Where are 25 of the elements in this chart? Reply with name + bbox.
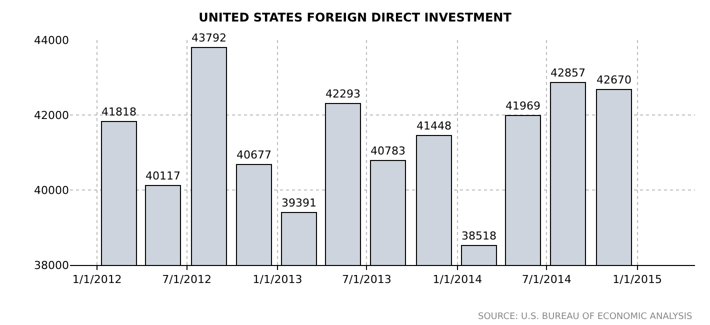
data-label: 41818 <box>102 106 136 118</box>
data-label: 41969 <box>506 100 540 112</box>
data-label: 42857 <box>550 66 586 80</box>
data-label: 42670 <box>596 74 632 86</box>
chart-title: UNITED STATES FOREIGN DIRECT INVESTMENT <box>198 10 512 24</box>
data-label: 38518 <box>462 230 496 242</box>
data-label: 42293 <box>326 88 360 100</box>
x-tick-label: 1/1/2012 <box>72 273 122 286</box>
data-label: 43792 <box>192 32 226 44</box>
y-tick-label: 44000 <box>34 34 69 47</box>
data-label: 40117 <box>146 170 180 182</box>
x-tick-label: 7/1/2012 <box>162 273 212 286</box>
x-tick-label: 7/1/2013 <box>342 273 392 286</box>
y-tick-label: 38000 <box>34 258 69 272</box>
data-label: 40677 <box>236 148 272 162</box>
y-tick-label: 42000 <box>34 108 69 122</box>
x-tick-label: 1/1/2014 <box>432 273 482 286</box>
data-label: 41448 <box>416 120 452 132</box>
data-label: 40783 <box>370 144 406 158</box>
x-tick-label: 1/1/2013 <box>252 273 302 286</box>
y-tick-label: 40000 <box>34 184 69 197</box>
data-label: 39391 <box>282 196 316 210</box>
source-note: SOURCE: U.S. BUREAU OF ECONOMIC ANALYSIS <box>478 312 693 322</box>
x-tick-label: 1/1/2015 <box>612 273 662 286</box>
x-tick-label: 7/1/2014 <box>522 273 572 286</box>
